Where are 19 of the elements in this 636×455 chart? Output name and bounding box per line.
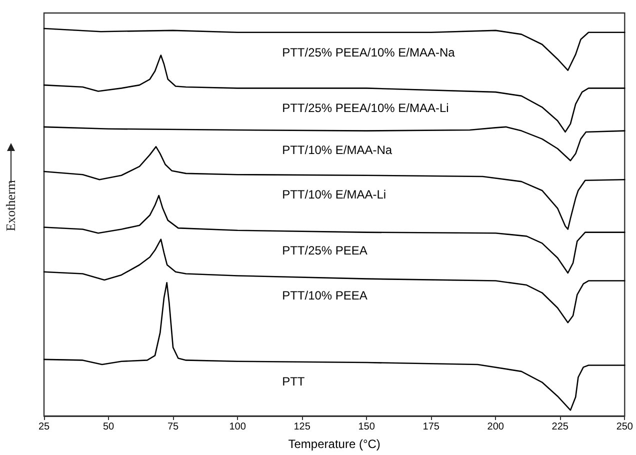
x-tick-label: 125 <box>294 422 311 432</box>
series-label: PTT/10% PEEA <box>282 288 368 303</box>
x-tick-label: 50 <box>102 422 115 432</box>
series-label: PTT/10% E/MAA-Na <box>282 143 392 158</box>
x-tick-label: 175 <box>422 422 440 432</box>
x-tick-label: 75 <box>167 422 180 432</box>
x-tick-label: 200 <box>487 422 504 432</box>
series-label: PTT <box>282 374 306 388</box>
y-axis-title: Exotherm <box>3 180 18 232</box>
x-tick-label: 25 <box>38 422 50 432</box>
series-label: PTT/25% PEEA/10% E/MAA-Li <box>282 101 449 116</box>
x-tick-label: 150 <box>358 422 376 432</box>
x-tick-label: 250 <box>616 422 634 432</box>
series-label: PTT/10% E/MAA-Li <box>282 188 386 202</box>
x-tick-label: 100 <box>229 422 246 432</box>
x-axis-title: Temperature (°C) <box>288 437 380 451</box>
x-tick-label: 225 <box>552 422 569 432</box>
series-label: PTT/25% PEEA <box>282 243 368 258</box>
series-label: PTT/25% PEEA/10% E/MAA-Na <box>282 45 456 60</box>
